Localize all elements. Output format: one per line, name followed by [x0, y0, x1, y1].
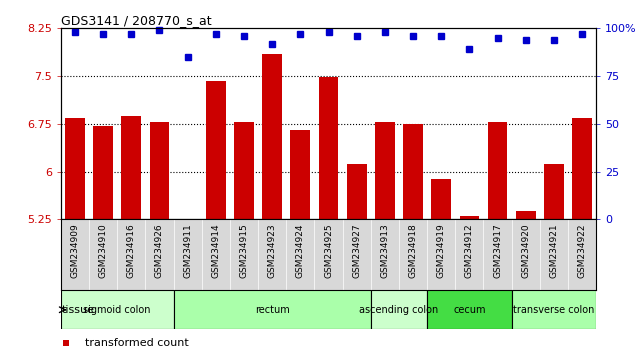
Text: cecum: cecum — [453, 305, 486, 315]
Text: GSM234917: GSM234917 — [493, 223, 502, 278]
Bar — [94, 126, 113, 219]
Bar — [572, 118, 592, 219]
Bar — [149, 122, 169, 219]
Text: GSM234912: GSM234912 — [465, 223, 474, 278]
Bar — [290, 130, 310, 219]
Text: GSM234926: GSM234926 — [155, 223, 164, 278]
Bar — [65, 118, 85, 219]
Bar — [121, 116, 141, 219]
Text: transverse colon: transverse colon — [513, 305, 595, 315]
Text: sigmoid colon: sigmoid colon — [83, 305, 151, 315]
Text: GSM234921: GSM234921 — [549, 223, 558, 278]
Text: GSM234913: GSM234913 — [380, 223, 389, 278]
Bar — [460, 216, 479, 219]
Text: GSM234922: GSM234922 — [578, 223, 587, 278]
Text: GSM234915: GSM234915 — [240, 223, 249, 278]
Text: GSM234920: GSM234920 — [521, 223, 530, 278]
Bar — [206, 81, 226, 219]
Bar — [61, 290, 174, 329]
Bar — [178, 219, 197, 221]
Text: GSM234910: GSM234910 — [99, 223, 108, 278]
Bar — [516, 211, 536, 219]
Bar — [174, 290, 370, 329]
Text: ascending colon: ascending colon — [360, 305, 438, 315]
Text: rectum: rectum — [254, 305, 290, 315]
Bar — [431, 179, 451, 219]
Bar — [544, 164, 563, 219]
Bar — [375, 122, 395, 219]
Bar — [370, 290, 427, 329]
Bar — [403, 124, 423, 219]
Text: GSM234927: GSM234927 — [352, 223, 361, 278]
Text: GSM234914: GSM234914 — [212, 223, 221, 278]
Text: GDS3141 / 208770_s_at: GDS3141 / 208770_s_at — [61, 14, 212, 27]
Text: GSM234925: GSM234925 — [324, 223, 333, 278]
Text: GSM234919: GSM234919 — [437, 223, 445, 278]
Bar — [488, 122, 508, 219]
Bar — [512, 290, 596, 329]
Text: GSM234909: GSM234909 — [71, 223, 79, 278]
Bar — [234, 122, 254, 219]
Text: GSM234918: GSM234918 — [408, 223, 417, 278]
Text: GSM234923: GSM234923 — [268, 223, 277, 278]
Bar — [319, 78, 338, 219]
Text: GSM234924: GSM234924 — [296, 223, 305, 278]
Bar — [347, 164, 367, 219]
Text: transformed count: transformed count — [85, 338, 188, 348]
Text: GSM234911: GSM234911 — [183, 223, 192, 278]
Bar — [427, 290, 512, 329]
Text: tissue: tissue — [62, 305, 94, 315]
Bar — [262, 54, 282, 219]
Text: GSM234916: GSM234916 — [127, 223, 136, 278]
